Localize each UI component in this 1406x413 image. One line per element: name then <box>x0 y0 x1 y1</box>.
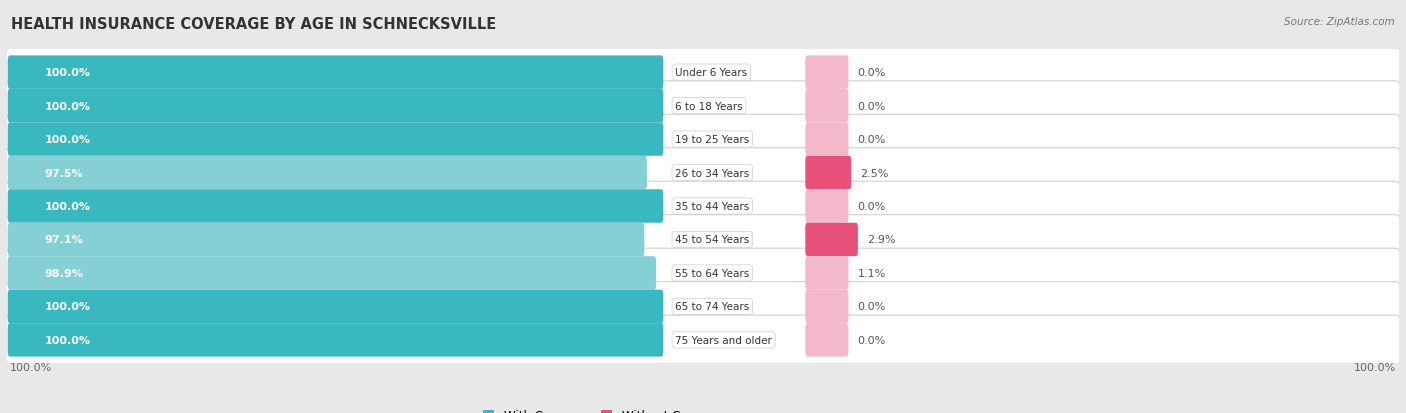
FancyBboxPatch shape <box>6 282 1400 331</box>
FancyBboxPatch shape <box>7 157 647 190</box>
Text: 55 to 64 Years: 55 to 64 Years <box>675 268 749 278</box>
FancyBboxPatch shape <box>6 148 1400 198</box>
Text: 100.0%: 100.0% <box>45 301 90 312</box>
Text: 0.0%: 0.0% <box>858 101 886 112</box>
Legend: With Coverage, Without Coverage: With Coverage, Without Coverage <box>478 404 734 413</box>
FancyBboxPatch shape <box>806 190 848 223</box>
Text: 2.5%: 2.5% <box>860 168 889 178</box>
Text: 35 to 44 Years: 35 to 44 Years <box>675 202 749 211</box>
Text: 100.0%: 100.0% <box>45 135 90 145</box>
FancyBboxPatch shape <box>6 249 1400 298</box>
Text: 100.0%: 100.0% <box>10 362 52 372</box>
FancyBboxPatch shape <box>7 190 664 223</box>
Text: 0.0%: 0.0% <box>858 68 886 78</box>
FancyBboxPatch shape <box>806 223 858 256</box>
Text: 6 to 18 Years: 6 to 18 Years <box>675 101 742 112</box>
Text: 26 to 34 Years: 26 to 34 Years <box>675 168 749 178</box>
FancyBboxPatch shape <box>7 90 664 123</box>
Text: 100.0%: 100.0% <box>45 202 90 211</box>
FancyBboxPatch shape <box>7 223 644 256</box>
FancyBboxPatch shape <box>806 90 848 123</box>
FancyBboxPatch shape <box>6 48 1400 97</box>
FancyBboxPatch shape <box>806 123 848 157</box>
Text: 19 to 25 Years: 19 to 25 Years <box>675 135 749 145</box>
FancyBboxPatch shape <box>7 290 664 323</box>
Text: 97.1%: 97.1% <box>45 235 83 245</box>
Text: 0.0%: 0.0% <box>858 301 886 312</box>
Text: 100.0%: 100.0% <box>45 101 90 112</box>
FancyBboxPatch shape <box>6 215 1400 265</box>
Text: HEALTH INSURANCE COVERAGE BY AGE IN SCHNECKSVILLE: HEALTH INSURANCE COVERAGE BY AGE IN SCHN… <box>11 17 496 31</box>
FancyBboxPatch shape <box>7 323 664 357</box>
FancyBboxPatch shape <box>6 115 1400 164</box>
FancyBboxPatch shape <box>806 290 848 323</box>
Text: 1.1%: 1.1% <box>858 268 886 278</box>
Text: 100.0%: 100.0% <box>1354 362 1396 372</box>
FancyBboxPatch shape <box>806 256 848 290</box>
FancyBboxPatch shape <box>806 56 848 90</box>
Text: Under 6 Years: Under 6 Years <box>675 68 747 78</box>
FancyBboxPatch shape <box>6 82 1400 131</box>
Text: 75 Years and older: 75 Years and older <box>675 335 772 345</box>
FancyBboxPatch shape <box>7 256 657 290</box>
Text: 0.0%: 0.0% <box>858 135 886 145</box>
Text: 0.0%: 0.0% <box>858 202 886 211</box>
Text: Source: ZipAtlas.com: Source: ZipAtlas.com <box>1284 17 1395 26</box>
FancyBboxPatch shape <box>806 157 851 190</box>
Text: 97.5%: 97.5% <box>45 168 83 178</box>
Text: 100.0%: 100.0% <box>45 68 90 78</box>
Text: 65 to 74 Years: 65 to 74 Years <box>675 301 749 312</box>
Text: 0.0%: 0.0% <box>858 335 886 345</box>
FancyBboxPatch shape <box>7 56 664 90</box>
FancyBboxPatch shape <box>6 316 1400 365</box>
Text: 45 to 54 Years: 45 to 54 Years <box>675 235 749 245</box>
Text: 100.0%: 100.0% <box>45 335 90 345</box>
FancyBboxPatch shape <box>7 123 664 157</box>
FancyBboxPatch shape <box>6 182 1400 231</box>
Text: 2.9%: 2.9% <box>868 235 896 245</box>
FancyBboxPatch shape <box>806 323 848 357</box>
Text: 98.9%: 98.9% <box>45 268 83 278</box>
